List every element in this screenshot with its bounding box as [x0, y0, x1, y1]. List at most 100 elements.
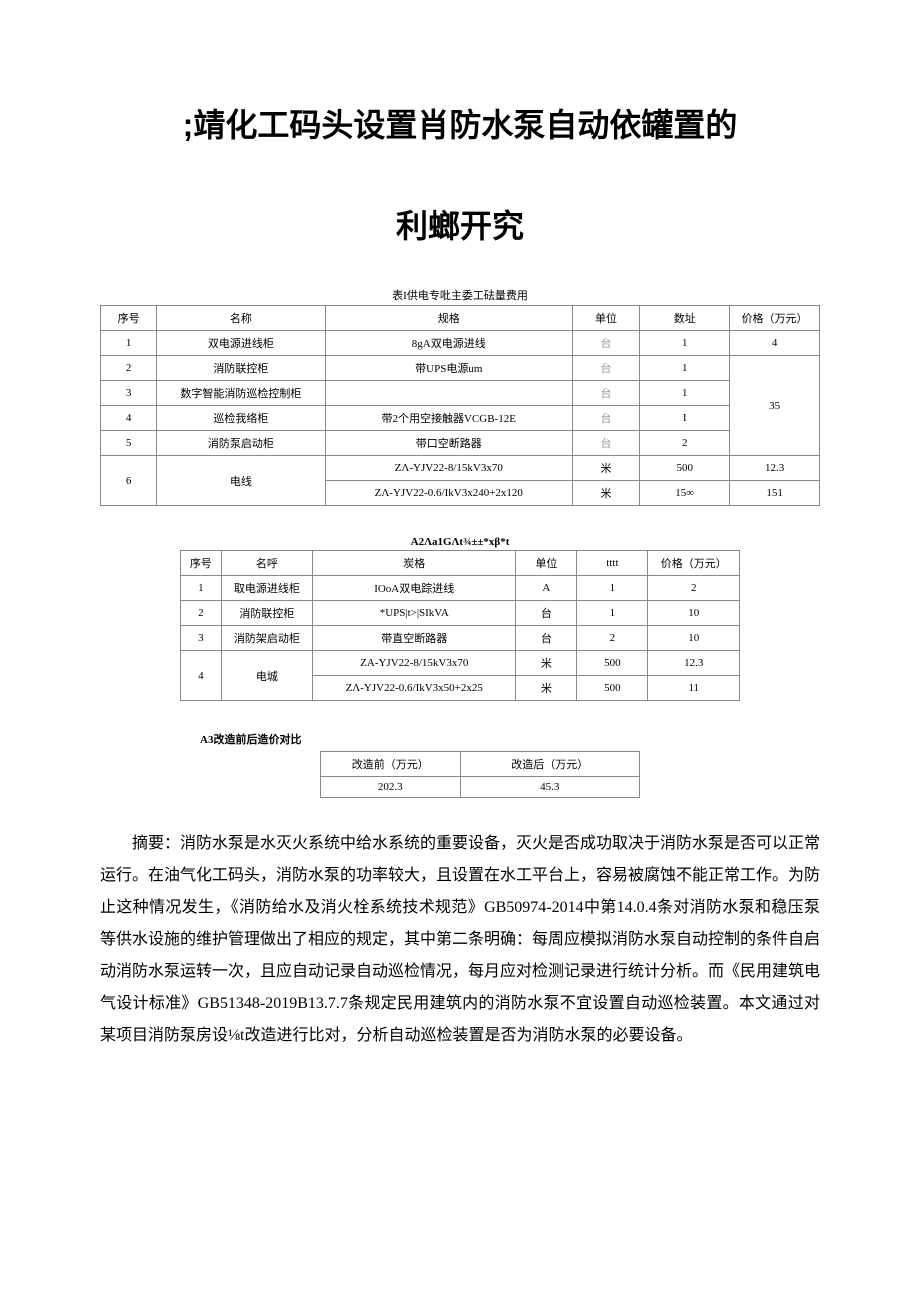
cell: 米: [572, 481, 639, 506]
table1-header-seq: 序号: [101, 306, 157, 331]
cell: [325, 381, 572, 406]
cell: 数字智能消防巡检控制柜: [157, 381, 326, 406]
cell: 电线: [157, 456, 326, 506]
table2-header-qty: tttt: [577, 551, 648, 576]
table-row: 3 数字智能消防巡检控制柜 台 1: [101, 381, 820, 406]
cell: 台: [572, 406, 639, 431]
cell: 15∞: [640, 481, 730, 506]
cell: A: [516, 576, 577, 601]
table3: 改造前（万元） 改造后（万元） 202.3 45.3: [320, 751, 640, 798]
table-row: 3 消防架启动柜 带直空断路器 台 2 10: [181, 626, 740, 651]
table1: 序号 名称 规格 单位 数址 价格（万元） 1 双电源进线柜 8gA双电源进线 …: [100, 305, 820, 506]
cell: 202.3: [321, 777, 461, 798]
cell: 1: [577, 601, 648, 626]
table-row: 4 巡检我络柜 带2个用空接触器VCGB-12E 台 I: [101, 406, 820, 431]
cell: 台: [572, 431, 639, 456]
cell: 台: [572, 331, 639, 356]
cell: 1: [640, 356, 730, 381]
cell: 4: [730, 331, 820, 356]
table1-header-row: 序号 名称 规格 单位 数址 价格（万元）: [101, 306, 820, 331]
cell: 双电源进线柜: [157, 331, 326, 356]
table2-caption: A2Λa1GΛt¾±±*xβ*t: [100, 536, 820, 548]
cell: 带口空断路器: [325, 431, 572, 456]
cell: 1: [640, 381, 730, 406]
cell: ZΛ-YJV22-0.6/IkV3x50+2x25: [313, 676, 516, 701]
table1-header-name: 名称: [157, 306, 326, 331]
cell: 带UPS电源um: [325, 356, 572, 381]
table2-header-name: 名呼: [221, 551, 312, 576]
cell: 台: [572, 356, 639, 381]
cell: 3: [101, 381, 157, 406]
cell: 台: [572, 381, 639, 406]
cell-merged-price: 35: [730, 356, 820, 456]
table2-header-row: 序号 名呼 炭格 单位 tttt 价格（万元）: [181, 551, 740, 576]
table2-header-price: 价格（万元）: [648, 551, 740, 576]
cell: ZΛ-YJV22-8/15kV3x70: [325, 456, 572, 481]
cell: 1: [640, 331, 730, 356]
cell: 500: [640, 456, 730, 481]
cell: I: [640, 406, 730, 431]
table2-header-unit: 单位: [516, 551, 577, 576]
cell: ZΛ-YJV22-0.6/IkV3x240+2x120: [325, 481, 572, 506]
table1-header-qty: 数址: [640, 306, 730, 331]
table-row: 6 电线 ZΛ-YJV22-8/15kV3x70 米 500 12.3: [101, 456, 820, 481]
cell: 台: [516, 601, 577, 626]
document-title-line1: ;靖化工码头设置肖防水泵自动依罐置的: [100, 100, 820, 151]
cell: 12.3: [648, 651, 740, 676]
cell: 12.3: [730, 456, 820, 481]
table1-caption: 表I供电专吡主委工砝量费用: [100, 287, 820, 303]
cell: 取电源进线柜: [221, 576, 312, 601]
cell: 10: [648, 601, 740, 626]
cell: 2: [640, 431, 730, 456]
table-row: 2 消防联控柜 带UPS电源um 台 1 35: [101, 356, 820, 381]
cell: *UPS|t>|SIkVA: [313, 601, 516, 626]
table-row: 2 消防联控柜 *UPS|t>|SIkVA 台 1 10: [181, 601, 740, 626]
cell: 消防架启动柜: [221, 626, 312, 651]
cell: 11: [648, 676, 740, 701]
abstract-paragraph: 摘要：消防水泵是水灭火系统中给水系统的重要设备，灭火是否成功取决于消防水泵是否可…: [100, 828, 820, 1052]
cell: 巡检我络柜: [157, 406, 326, 431]
table-row: 1 双电源进线柜 8gA双电源进线 台 1 4: [101, 331, 820, 356]
table3-caption: A3改造前后造价对比: [100, 731, 820, 747]
cell: 电城: [221, 651, 312, 701]
cell: 1: [577, 576, 648, 601]
table2-header-seq: 序号: [181, 551, 222, 576]
document-title-line2: 利螂开究: [100, 201, 820, 247]
cell: ZA-YJV22-8/15kV3x70: [313, 651, 516, 676]
table-row: 1 取电源进线柜 IOoA双电踪进线 A 1 2: [181, 576, 740, 601]
cell: 米: [572, 456, 639, 481]
table1-header-price: 价格（万元）: [730, 306, 820, 331]
cell: 5: [101, 431, 157, 456]
cell: 带直空断路器: [313, 626, 516, 651]
cell: 消防联控柜: [157, 356, 326, 381]
cell: 1: [101, 331, 157, 356]
cell: 2: [577, 626, 648, 651]
cell: 10: [648, 626, 740, 651]
cell: 45.3: [460, 777, 639, 798]
cell: 4: [101, 406, 157, 431]
cell: 500: [577, 676, 648, 701]
table-row: 4 电城 ZA-YJV22-8/15kV3x70 米 500 12.3: [181, 651, 740, 676]
cell: 151: [730, 481, 820, 506]
cell: 6: [101, 456, 157, 506]
cell: 带2个用空接触器VCGB-12E: [325, 406, 572, 431]
table3-header-after: 改造后（万元）: [460, 752, 639, 777]
cell: 消防联控柜: [221, 601, 312, 626]
cell: 2: [181, 601, 222, 626]
cell: 2: [101, 356, 157, 381]
cell: 消防泵启动柜: [157, 431, 326, 456]
cell: 4: [181, 651, 222, 701]
table-row: 5 消防泵启动柜 带口空断路器 台 2: [101, 431, 820, 456]
cell: 台: [516, 626, 577, 651]
table-row: 202.3 45.3: [321, 777, 640, 798]
table1-header-spec: 规格: [325, 306, 572, 331]
cell: 500: [577, 651, 648, 676]
table3-header-before: 改造前（万元）: [321, 752, 461, 777]
cell: 2: [648, 576, 740, 601]
table2: 序号 名呼 炭格 单位 tttt 价格（万元） 1 取电源进线柜 IOoA双电踪…: [180, 550, 740, 701]
cell: IOoA双电踪进线: [313, 576, 516, 601]
cell: 1: [181, 576, 222, 601]
table3-header-row: 改造前（万元） 改造后（万元）: [321, 752, 640, 777]
cell: 米: [516, 651, 577, 676]
cell: 3: [181, 626, 222, 651]
